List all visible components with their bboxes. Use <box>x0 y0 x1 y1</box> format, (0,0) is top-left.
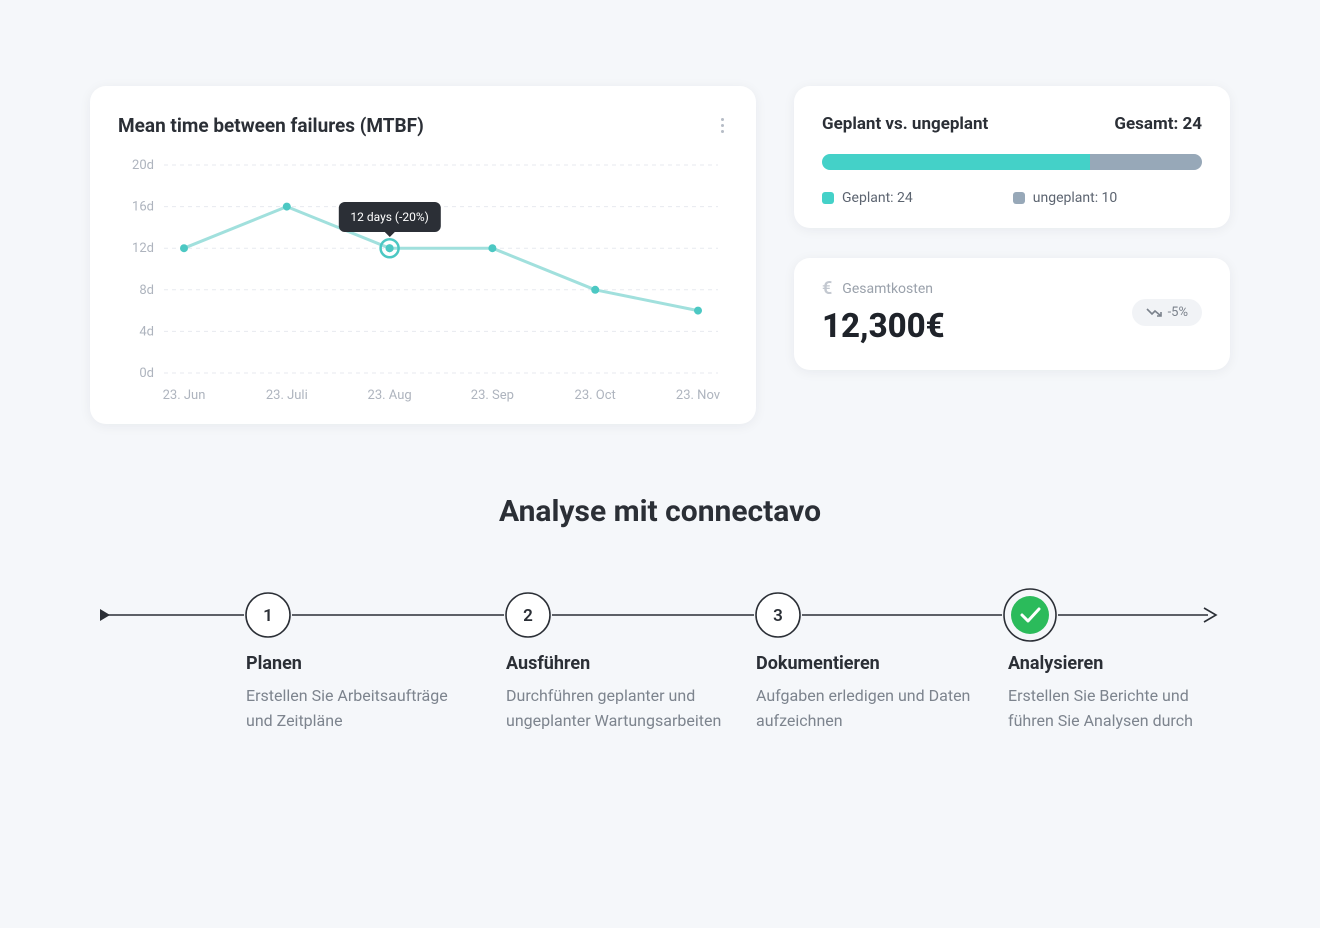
svg-text:3: 3 <box>773 606 783 626</box>
step-2: Ausführen Durchführen geplanter und ungep… <box>506 653 726 734</box>
mtbf-chart: 0d 4d 8d 12d 16d 20d 23. Jun 23. Juli 23. Aug 23.… <box>118 157 728 407</box>
planned-vs-unplanned-card: Geplant vs. ungeplant Gesamt: 24 Geplant… <box>794 86 1230 228</box>
svg-text:23. Oct: 23. Oct <box>575 388 616 403</box>
step-title: Dokumentieren <box>756 653 976 674</box>
total-cost-card: € Gesamtkosten 12,300€ -5% <box>794 258 1230 370</box>
step-title: Analysieren <box>1008 653 1228 674</box>
svg-text:23. Aug: 23. Aug <box>368 388 412 403</box>
svg-text:1: 1 <box>263 606 273 626</box>
plan-bar <box>822 154 1202 170</box>
legend-planned: Geplant: 24 <box>822 190 913 206</box>
cost-delta-text: -5% <box>1168 305 1188 320</box>
process-timeline: 1 2 3 <box>100 585 1220 635</box>
legend-dot-icon <box>1013 192 1025 204</box>
step-title: Ausführen <box>506 653 726 674</box>
step-description: Erstellen Sie Berichte und führen Sie An… <box>1008 684 1228 734</box>
legend-unplanned-label: ungeplant: 10 <box>1033 190 1118 206</box>
cost-value: 12,300€ <box>822 307 945 346</box>
legend-unplanned: ungeplant: 10 <box>1013 190 1118 206</box>
svg-text:8d: 8d <box>139 283 154 298</box>
trend-down-icon <box>1146 306 1162 318</box>
svg-text:23. Jun: 23. Jun <box>163 388 206 403</box>
svg-text:16d: 16d <box>132 200 154 215</box>
mtbf-title: Mean time between failures (MTBF) <box>118 114 424 137</box>
legend-dot-icon <box>822 192 834 204</box>
step-4: Analysieren Erstellen Sie Berichte und fü… <box>1008 653 1228 734</box>
svg-text:23. Sep: 23. Sep <box>471 388 514 403</box>
svg-text:20d: 20d <box>132 158 154 173</box>
svg-text:2: 2 <box>523 606 533 626</box>
more-options-icon[interactable] <box>717 114 728 137</box>
svg-text:23. Nov: 23. Nov <box>676 388 721 403</box>
step-description: Erstellen Sie Arbeitsaufträge und Zeitpl… <box>246 684 466 734</box>
step-3: Dokumentieren Aufgaben erledigen und Date… <box>756 653 976 734</box>
chart-tooltip: 12 days (-20%) <box>338 202 440 232</box>
steps-row: Planen Erstellen Sie Arbeitsaufträge und … <box>100 653 1220 833</box>
mtbf-card: Mean time between failures (MTBF) 0d 4d 8d… <box>90 86 756 424</box>
legend-planned-label: Geplant: 24 <box>842 190 913 206</box>
tooltip-text: 12 days (-20%) <box>350 210 428 224</box>
step-description: Aufgaben erledigen und Daten aufzeichnen <box>756 684 976 734</box>
euro-icon: € <box>822 278 832 299</box>
cost-label: Gesamtkosten <box>842 281 933 297</box>
svg-text:0d: 0d <box>139 366 154 381</box>
svg-text:23. Juli: 23. Juli <box>266 388 308 403</box>
svg-text:12d: 12d <box>132 241 154 256</box>
step-1: Planen Erstellen Sie Arbeitsaufträge und … <box>246 653 466 734</box>
plan-title: Geplant vs. ungeplant <box>822 114 988 134</box>
cost-delta-badge: -5% <box>1132 299 1202 326</box>
step-description: Durchführen geplanter und ungeplanter Wa… <box>506 684 726 734</box>
svg-text:4d: 4d <box>139 324 154 339</box>
step-title: Planen <box>246 653 466 674</box>
section-title: Analyse mit connectavo <box>90 494 1230 529</box>
plan-total: Gesamt: 24 <box>1114 114 1202 134</box>
